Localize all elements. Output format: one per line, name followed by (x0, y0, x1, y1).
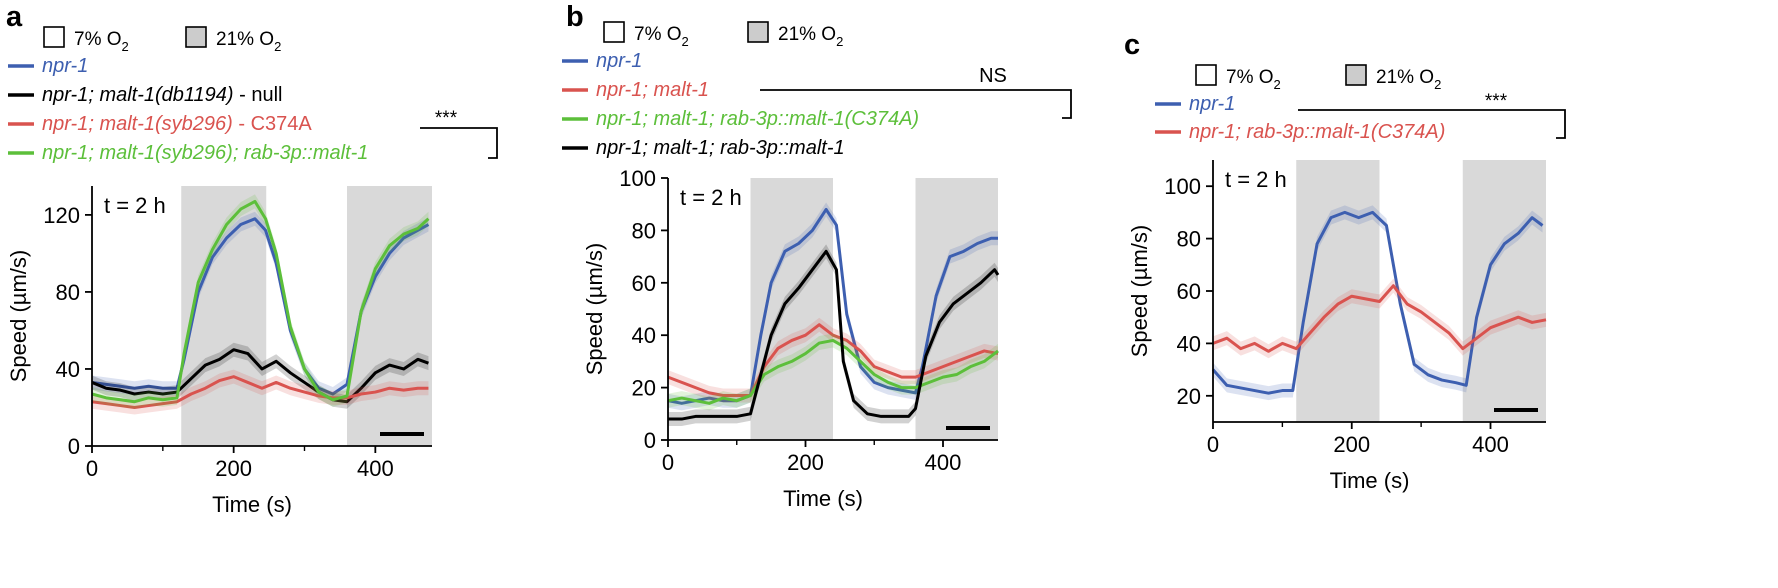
time-annotation: t = 2 h (104, 193, 166, 218)
legend-box-21pct-o2 (747, 21, 769, 43)
legend-suffix: - C374A (233, 113, 313, 135)
legend-label-21pct-o2: 21% O2 (216, 29, 281, 54)
y-tick-label: 20 (1177, 384, 1201, 409)
subscript-2: 2 (1274, 77, 1281, 92)
x-tick-label: 400 (1472, 432, 1509, 457)
y-tick-label: 100 (619, 166, 656, 191)
legend-entry: npr-1 (42, 55, 88, 77)
time-annotation: t = 2 h (1225, 167, 1287, 192)
series-line (91, 348, 429, 404)
y-tick-label: 40 (632, 323, 656, 348)
legend-entry: npr-1 (596, 50, 642, 72)
x-tick-label: 400 (925, 450, 962, 475)
legend-entry: npr-1; malt-1; rab-3p::malt-1 (596, 137, 845, 159)
legend-entry: npr-1; malt-1 (596, 79, 709, 101)
y-tick-label: 120 (43, 203, 80, 228)
legend-label-7pct-o2: 7% O2 (634, 24, 689, 49)
legend-label-21pct-o2: 21% O2 (1376, 67, 1441, 92)
y-tick-label: 60 (1177, 279, 1201, 304)
x-tick-label: 0 (662, 450, 674, 475)
legend-entry: npr-1; rab-3p::malt-1(C374A) (1189, 121, 1445, 143)
series-error-band (668, 333, 998, 411)
legend-box-7pct-o2 (1195, 64, 1217, 86)
series-line (667, 207, 998, 405)
significance-label: *** (1485, 91, 1508, 112)
series-line (667, 323, 999, 397)
y-tick-label: 60 (632, 271, 656, 296)
series-line (91, 199, 430, 404)
panel-a: a 7% O2 21% O2 npr-1 npr-1; malt-1(db1194) -… (6, 1, 498, 517)
y-tick-label: 0 (68, 434, 80, 459)
x-axis-label: Time (s) (1330, 468, 1410, 493)
y-tick-label: 80 (1177, 227, 1201, 252)
series-line (1211, 210, 1544, 395)
legend-entry: npr-1; malt-1; rab-3p::malt-1(C374A) (596, 108, 919, 130)
y-tick-label: 0 (644, 428, 656, 453)
y-tick-label: 40 (1177, 331, 1201, 356)
legend-suffix: - null (234, 84, 283, 106)
y-axis-label: Speed (µm/s) (6, 250, 31, 383)
shaded-interval-21pct (915, 178, 998, 440)
x-tick-label: 200 (1333, 432, 1370, 457)
panel-label: b (566, 1, 584, 33)
panel-b: b 7% O2 21% O2 npr-1 npr-1; malt-1 npr-1; mal… (562, 1, 1072, 511)
series-line (1212, 284, 1547, 353)
series-error-band (92, 211, 429, 401)
significance-label: NS (979, 65, 1007, 87)
legend-label-7pct-o2: 7% O2 (74, 29, 129, 54)
significance-bracket (760, 89, 1072, 119)
x-tick-label: 0 (1207, 432, 1219, 457)
x-tick-label: 0 (86, 456, 98, 481)
subscript-2: 2 (274, 39, 281, 54)
y-tick-label: 20 (632, 376, 656, 401)
legend-box-21pct-o2 (185, 26, 207, 48)
subscript-2: 2 (1434, 77, 1441, 92)
legend-label-7pct-o2: 7% O2 (1226, 67, 1281, 92)
series-error-band (1213, 278, 1546, 359)
subscript-2: 2 (682, 34, 689, 49)
legend-entry: npr-1; malt-1(syb296) - C374A (42, 113, 312, 135)
x-axis-label: Time (s) (783, 486, 863, 511)
x-tick-label: 200 (787, 450, 824, 475)
series-error-band (668, 244, 998, 427)
panel-label: a (6, 1, 23, 33)
y-tick-label: 40 (56, 357, 80, 382)
series-line (91, 375, 429, 409)
series-line (668, 249, 1000, 421)
subscript-2: 2 (836, 34, 843, 49)
significance-bracket (420, 127, 498, 159)
legend-box-7pct-o2 (43, 26, 65, 48)
x-tick-label: 400 (357, 456, 394, 481)
x-tick-label: 200 (215, 456, 252, 481)
subscript-2: 2 (122, 39, 129, 54)
series-line (91, 217, 430, 396)
series-line (667, 338, 999, 405)
significance-bracket (1298, 109, 1566, 139)
legend-box-21pct-o2 (1345, 64, 1367, 86)
panel-label: c (1124, 29, 1140, 61)
y-tick-label: 80 (632, 218, 656, 243)
legend-entry: npr-1; malt-1(syb296); rab-3p::malt-1 (42, 142, 368, 164)
y-axis-label: Speed (µm/s) (582, 243, 607, 376)
y-axis-label: Speed (µm/s) (1127, 225, 1152, 358)
y-tick-label: 100 (1164, 174, 1201, 199)
series-error-band (668, 317, 998, 403)
legend-entry: npr-1 (1189, 93, 1235, 115)
x-axis-label: Time (s) (212, 492, 292, 517)
significance-label: *** (435, 108, 458, 129)
legend-label-21pct-o2: 21% O2 (778, 24, 843, 49)
legend-box-7pct-o2 (603, 21, 625, 43)
y-tick-label: 80 (56, 280, 80, 305)
legend-entry: npr-1; malt-1(db1194) - null (42, 84, 283, 106)
shaded-interval-21pct (1462, 160, 1546, 422)
time-annotation: t = 2 h (680, 185, 742, 210)
